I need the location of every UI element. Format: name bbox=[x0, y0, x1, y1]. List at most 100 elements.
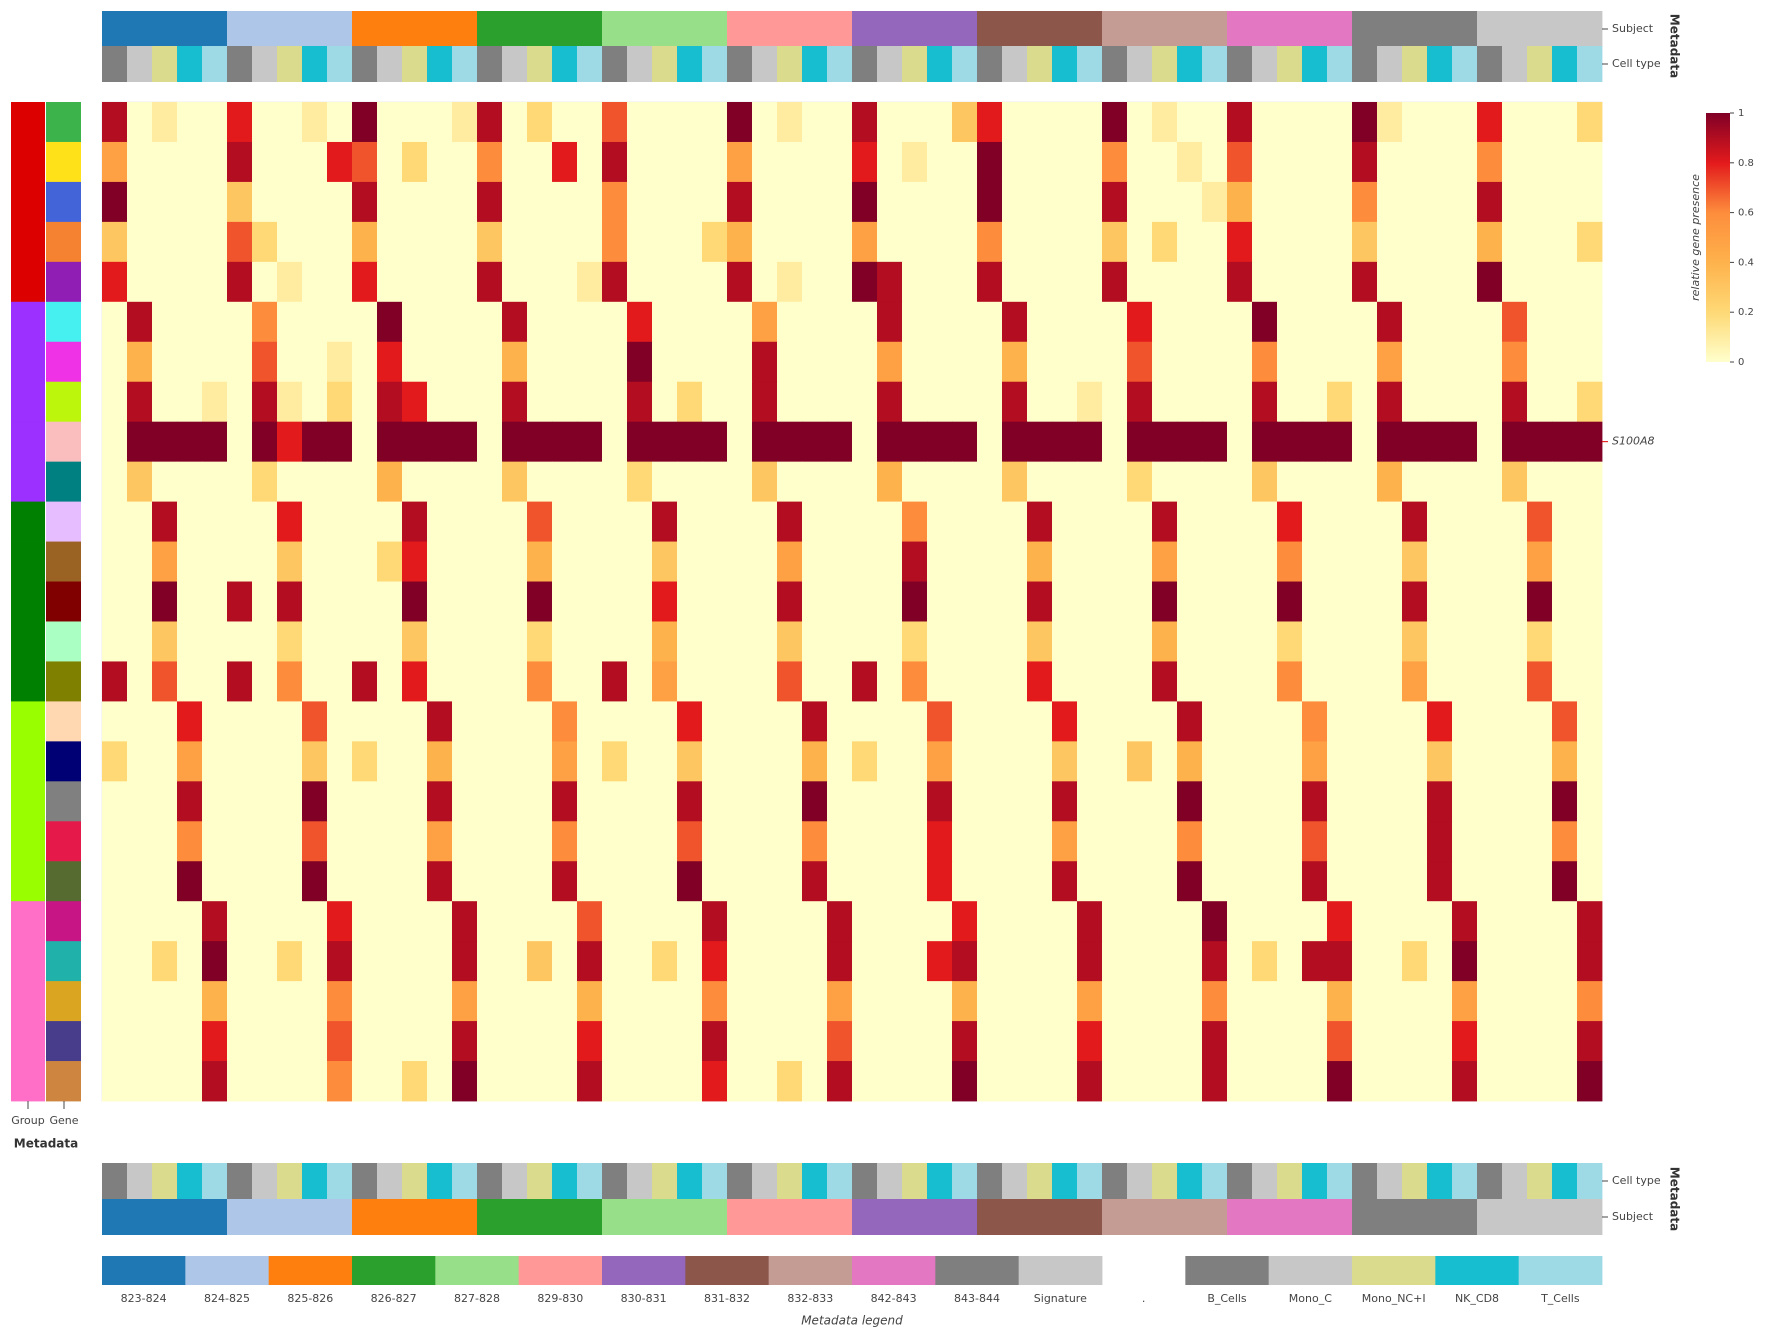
colorbar-tick-label: 0.6 bbox=[1738, 208, 1754, 219]
heat-cell bbox=[802, 781, 828, 822]
heat-cell bbox=[377, 701, 403, 742]
heat-cell bbox=[902, 581, 928, 622]
heat-cell bbox=[627, 901, 653, 942]
heat-cell bbox=[327, 901, 353, 942]
heat-cell bbox=[1152, 461, 1178, 502]
heat-cell bbox=[1402, 741, 1428, 782]
subject-cell bbox=[1377, 11, 1403, 47]
heat-cell bbox=[852, 1061, 878, 1102]
heat-cell bbox=[177, 261, 203, 303]
heat-cell bbox=[227, 1061, 253, 1102]
subject-cell bbox=[1402, 11, 1428, 47]
heat-cell bbox=[1227, 941, 1253, 982]
heat-cell bbox=[502, 821, 528, 862]
heat-cell bbox=[1577, 621, 1603, 662]
heat-cell bbox=[952, 1061, 978, 1102]
gene-cell bbox=[46, 941, 81, 982]
heat-cell bbox=[152, 501, 178, 542]
subject-cell bbox=[777, 1199, 803, 1235]
subject-cell bbox=[227, 1199, 253, 1235]
heat-cell bbox=[1002, 421, 1028, 463]
heat-cell bbox=[1352, 1021, 1378, 1062]
heat-cell bbox=[1202, 541, 1228, 582]
heat-cell bbox=[452, 301, 478, 343]
heat-cell bbox=[902, 741, 928, 782]
heat-cell bbox=[377, 341, 403, 383]
heat-cell bbox=[102, 821, 128, 862]
heat-cell bbox=[1127, 541, 1153, 582]
heat-cell bbox=[1502, 181, 1528, 223]
heat-cell bbox=[1127, 221, 1153, 263]
heat-cell bbox=[677, 941, 703, 982]
heat-cell bbox=[1202, 581, 1228, 622]
heat-cell bbox=[1077, 461, 1103, 502]
heat-cell bbox=[302, 381, 328, 423]
heat-cell bbox=[1502, 1021, 1528, 1062]
heat-cell bbox=[177, 941, 203, 982]
subject-cell bbox=[1427, 1199, 1453, 1235]
heat-cell bbox=[227, 661, 253, 702]
heat-cell bbox=[502, 701, 528, 742]
heat-cell bbox=[1352, 981, 1378, 1022]
heat-cell bbox=[1552, 541, 1578, 582]
heat-cell bbox=[1452, 901, 1478, 942]
heat-cell bbox=[502, 981, 528, 1022]
heat-cell bbox=[177, 541, 203, 582]
legend-swatch bbox=[1352, 1256, 1436, 1285]
legend-swatch bbox=[518, 1256, 603, 1285]
heat-cell bbox=[952, 181, 978, 223]
cell-type-cell bbox=[1427, 1163, 1453, 1199]
heat-cell bbox=[952, 581, 978, 622]
heat-cell bbox=[552, 941, 578, 982]
heat-cell bbox=[1277, 781, 1303, 822]
subject-cell bbox=[802, 11, 828, 47]
heat-cell bbox=[1102, 1021, 1128, 1062]
group-cell bbox=[11, 501, 45, 542]
heat-cell bbox=[777, 381, 803, 423]
heat-cell bbox=[1177, 1061, 1203, 1102]
heat-cell bbox=[677, 821, 703, 862]
gene-cell bbox=[46, 102, 81, 143]
heat-cell bbox=[427, 461, 453, 502]
heat-cell bbox=[277, 141, 303, 183]
heat-cell bbox=[302, 741, 328, 782]
heat-cell bbox=[1227, 581, 1253, 622]
subject-cell bbox=[152, 11, 178, 47]
heat-cell bbox=[827, 261, 853, 303]
heat-cell bbox=[1302, 261, 1328, 303]
heat-cell bbox=[1177, 381, 1203, 423]
heat-cell bbox=[502, 141, 528, 183]
heat-cell bbox=[552, 1061, 578, 1102]
heat-cell bbox=[1202, 421, 1228, 463]
heat-cell bbox=[852, 581, 878, 622]
cell-type-cell bbox=[1227, 46, 1253, 82]
heat-cell bbox=[877, 141, 903, 183]
heat-cell bbox=[827, 181, 853, 223]
heat-cell bbox=[1452, 701, 1478, 742]
cell-type-cell bbox=[1177, 46, 1203, 82]
heat-cell bbox=[802, 461, 828, 502]
heat-cell bbox=[1352, 661, 1378, 702]
heat-cell bbox=[1527, 461, 1553, 502]
heat-cell bbox=[252, 581, 278, 622]
heat-cell bbox=[852, 901, 878, 942]
cell-type-cell bbox=[827, 1163, 853, 1199]
subject-cell bbox=[727, 11, 753, 47]
heat-cell bbox=[427, 501, 453, 542]
cell-type-cell bbox=[677, 1163, 703, 1199]
heat-cell bbox=[752, 141, 778, 183]
heat-cell bbox=[702, 141, 728, 183]
group-cell bbox=[11, 861, 45, 902]
heat-cell bbox=[452, 821, 478, 862]
heat-cell bbox=[1427, 621, 1453, 662]
heat-cell bbox=[827, 661, 853, 702]
heat-cell bbox=[1352, 501, 1378, 542]
heat-cell bbox=[752, 1021, 778, 1062]
heat-cell bbox=[127, 861, 153, 902]
cell-type-cell bbox=[1552, 46, 1578, 82]
heat-cell bbox=[652, 861, 678, 902]
subject-cell bbox=[377, 11, 403, 47]
legend-swatch bbox=[1518, 1256, 1603, 1285]
heat-cell bbox=[1327, 821, 1353, 862]
group-cell bbox=[11, 741, 45, 782]
